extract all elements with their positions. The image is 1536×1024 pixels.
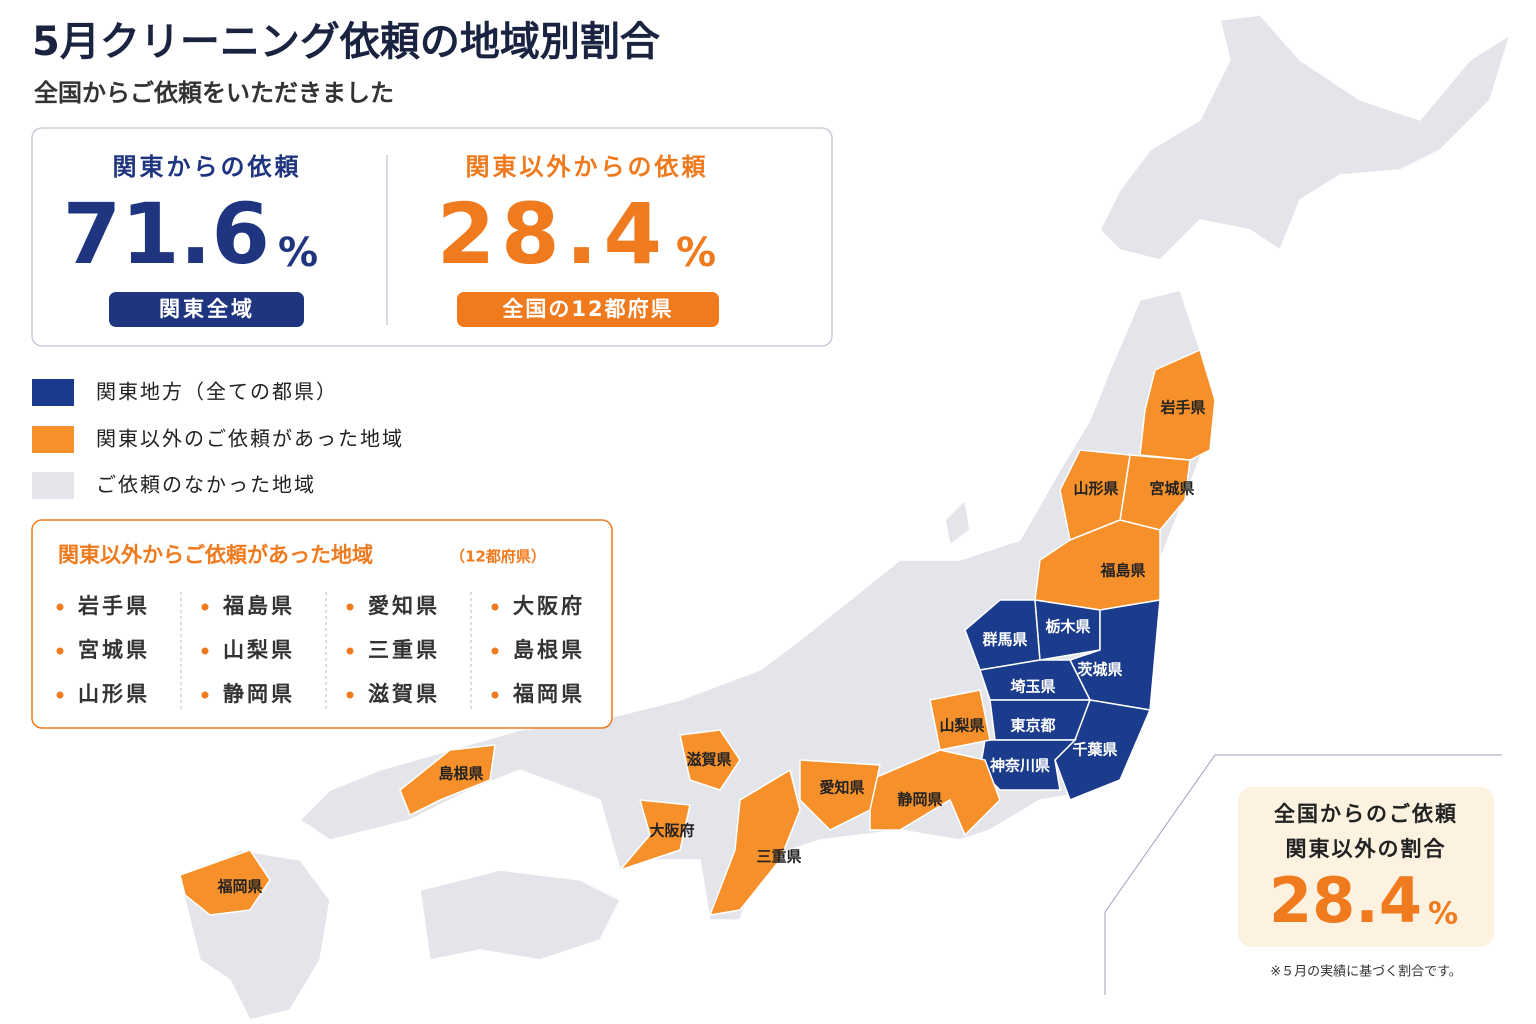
summary-value: 71.6	[63, 185, 270, 283]
region-shape	[179, 849, 271, 916]
legend-label: 関東地方（全ての都県）	[96, 380, 338, 404]
bullet	[491, 647, 499, 655]
callout-line	[1104, 754, 1502, 913]
callout-line-text: 全国からのご依頼	[1274, 802, 1458, 826]
summary-item: 関東からの依頼 71.6 % 関東全域	[63, 153, 318, 327]
region-label: 山梨県	[939, 717, 984, 735]
summary-label: 関東以外からの依頼	[466, 153, 709, 181]
hokkaido	[1099, 14, 1512, 261]
region-label: 三重県	[756, 848, 801, 866]
map: 岩手県 宮城県 山形県 福島県 群馬県 栃木県 茨城県 埼玉県 東京都 千葉県 …	[179, 14, 1512, 1021]
list-item: 愛知県	[368, 594, 440, 618]
shikoku	[419, 869, 622, 961]
summary-unit: %	[278, 230, 318, 276]
region-shape	[399, 744, 496, 817]
bullet	[346, 691, 354, 699]
region-label: 埼玉県	[1010, 678, 1055, 696]
list-item: 山形県	[78, 682, 150, 706]
list-item: 島根県	[513, 638, 585, 662]
bullet	[56, 647, 64, 655]
region-label: 神奈川県	[989, 757, 1050, 775]
summary-badge-text: 全国の12都府県	[502, 297, 673, 321]
region-label: 宮城県	[1149, 480, 1194, 498]
region-label: 大阪府	[649, 822, 694, 840]
summary-badge	[109, 292, 304, 327]
region-label: 滋賀県	[686, 751, 731, 769]
summary-unit: %	[676, 230, 716, 276]
list-item: 山梨県	[223, 638, 295, 662]
region-shape	[1139, 348, 1216, 461]
legend-label: 関東以外のご依頼があった地域	[96, 427, 404, 451]
list-item: 大阪府	[513, 594, 585, 618]
legend-swatch	[32, 472, 74, 499]
bullet	[56, 603, 64, 611]
region-label: 群馬県	[982, 631, 1027, 649]
legend-swatch	[32, 379, 74, 406]
list-box	[31, 519, 613, 729]
regions	[179, 348, 1216, 916]
summary-box	[31, 127, 833, 347]
list-note: （12都府県）	[450, 548, 546, 566]
footnote: ※５月の実績に基づく割合です。	[1270, 964, 1462, 980]
legend-swatch	[32, 426, 74, 453]
summary-badge-text: 関東全域	[159, 297, 255, 321]
list-item: 福島県	[222, 594, 295, 618]
list-title: 関東以外からご依頼があった地域	[58, 543, 373, 567]
region-shape	[929, 689, 991, 751]
region-label: 静岡県	[897, 791, 942, 809]
region-label: 山形県	[1073, 480, 1118, 498]
list-item: 滋賀県	[368, 682, 440, 706]
region-shape	[799, 759, 881, 831]
region-label: 千葉県	[1072, 741, 1117, 759]
region-shape	[869, 749, 1001, 837]
list-item: 宮城県	[78, 638, 150, 662]
bullet	[491, 603, 499, 611]
title: 5月クリーニング依頼の地域別割合	[32, 19, 661, 65]
callout-value: 28.4	[1269, 864, 1422, 937]
bullet	[491, 691, 499, 699]
list-item: 三重県	[368, 638, 440, 662]
region-shape	[617, 799, 691, 872]
region-label: 茨城県	[1077, 661, 1122, 679]
bullet	[201, 603, 209, 611]
region-label: 福岡県	[216, 878, 262, 896]
region-labels: 岩手県 宮城県 山形県 福島県 群馬県 栃木県 茨城県 埼玉県 東京都 千葉県 …	[216, 399, 1205, 896]
legend: 関東地方（全ての都県） 関東以外のご依頼があった地域 ご依頼のなかった地域	[32, 379, 404, 499]
list-item: 静岡県	[223, 682, 295, 706]
summary-label: 関東からの依頼	[113, 153, 302, 181]
bullet	[346, 603, 354, 611]
callout-box	[1238, 787, 1494, 947]
region-label: 東京都	[1010, 717, 1055, 735]
bullet	[201, 647, 209, 655]
summary-value: 28.4	[437, 185, 668, 283]
region-label: 栃木県	[1045, 618, 1090, 636]
subtitle: 全国からご依頼をいただきました	[34, 79, 394, 107]
region-shape	[679, 729, 741, 791]
region-label: 島根県	[438, 765, 483, 783]
list-item: 福岡県	[512, 682, 585, 706]
legend-label: ご依頼のなかった地域	[96, 473, 316, 497]
sado	[944, 498, 971, 547]
summary: 関東からの依頼 71.6 % 関東全域 関東以外からの依頼 28.4 % 全国の…	[31, 127, 833, 347]
callout-unit: %	[1428, 897, 1458, 932]
summary-item: 関東以外からの依頼 28.4 % 全国の12都府県	[437, 153, 719, 327]
region-label: 岩手県	[1159, 399, 1205, 417]
list-item: 岩手県	[77, 594, 150, 618]
bullet	[346, 647, 354, 655]
region-shape	[708, 768, 801, 916]
region-label: 福島県	[1099, 562, 1145, 580]
bullet	[56, 691, 64, 699]
region-label: 愛知県	[819, 779, 864, 797]
callout: 全国からのご依頼 関東以外の割合 28.4 % ※５月の実績に基づく割合です。	[1104, 754, 1502, 995]
bullet	[201, 691, 209, 699]
region-shape	[979, 659, 1092, 701]
summary-badge	[457, 292, 719, 327]
callout-line-text: 関東以外の割合	[1286, 837, 1447, 861]
